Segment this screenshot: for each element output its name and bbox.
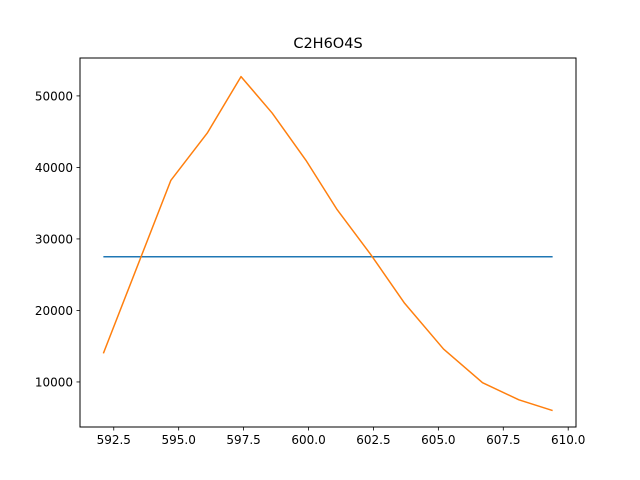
x-tick-label: 605.0 [421, 433, 455, 447]
x-tick-label: 600.0 [291, 433, 325, 447]
x-tick-label: 610.0 [551, 433, 585, 447]
y-tick-label: 10000 [35, 375, 73, 389]
x-tick-label: 607.5 [486, 433, 520, 447]
x-axis: 592.5 595.0 597.5 600.0 602.5 605.0 607.5 610.0 [97, 427, 585, 447]
y-tick-label: 20000 [35, 304, 73, 318]
chart-title: C2H6O4S [293, 36, 362, 52]
series-line-2 [102, 75, 553, 412]
y-tick-label: 40000 [35, 161, 73, 175]
y-tick-label: 30000 [35, 232, 73, 246]
plot-frame [79, 57, 577, 428]
x-tick-label: 602.5 [356, 433, 390, 447]
series-layer [102, 75, 553, 412]
x-tick-label: 595.0 [162, 433, 196, 447]
y-axis: 10000 20000 30000 40000 50000 [35, 89, 80, 389]
x-tick-label: 592.5 [97, 433, 131, 447]
x-tick-label: 597.5 [226, 433, 260, 447]
y-tick-label: 50000 [35, 89, 73, 103]
